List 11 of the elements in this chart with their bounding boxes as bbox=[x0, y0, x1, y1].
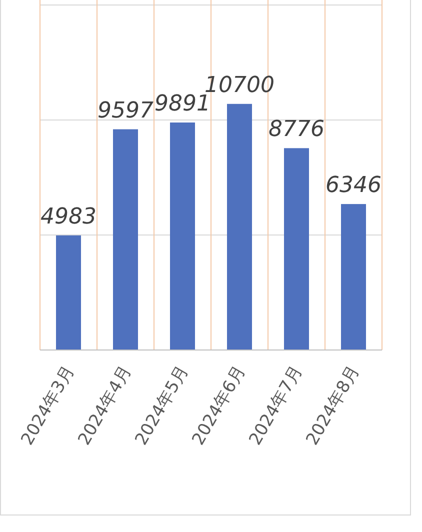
data-label: 9891 bbox=[154, 92, 210, 117]
bar bbox=[227, 104, 252, 350]
bar bbox=[113, 129, 138, 350]
data-label: 6346 bbox=[326, 173, 382, 198]
data-label: 9597 bbox=[98, 98, 154, 124]
bar bbox=[56, 235, 81, 350]
bar bbox=[170, 122, 195, 350]
bar bbox=[284, 148, 309, 350]
data-label: 8776 bbox=[268, 117, 324, 142]
data-label: 4983 bbox=[40, 204, 96, 230]
bar bbox=[341, 204, 366, 350]
